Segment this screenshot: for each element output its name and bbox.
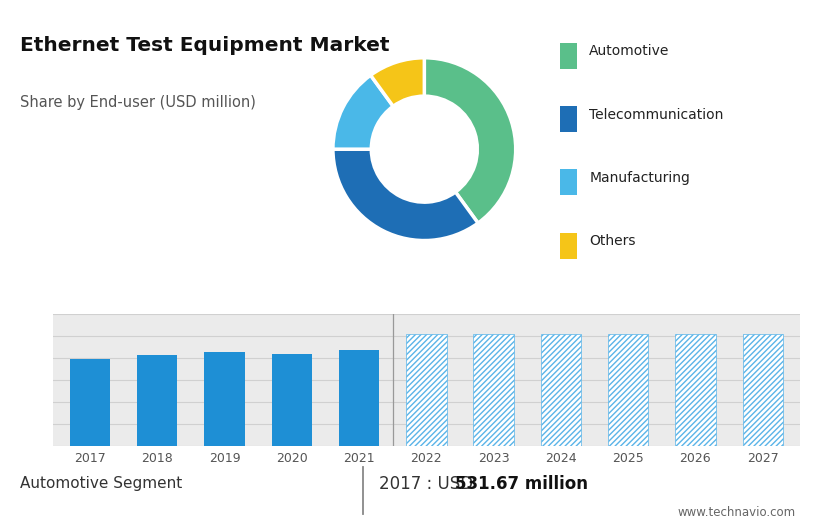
Wedge shape xyxy=(370,58,424,106)
Bar xyxy=(137,355,177,446)
Text: Ethernet Test Equipment Market: Ethernet Test Equipment Market xyxy=(20,36,390,55)
Text: Telecommunication: Telecommunication xyxy=(589,108,724,121)
Bar xyxy=(204,353,245,446)
Wedge shape xyxy=(424,58,516,223)
Bar xyxy=(339,350,379,446)
FancyBboxPatch shape xyxy=(560,169,577,195)
Text: Others: Others xyxy=(589,234,636,248)
Text: Automotive: Automotive xyxy=(589,44,669,58)
Wedge shape xyxy=(333,149,478,241)
Bar xyxy=(675,334,716,446)
Text: Share by End-user (USD million): Share by End-user (USD million) xyxy=(20,96,256,110)
FancyBboxPatch shape xyxy=(560,43,577,69)
Bar xyxy=(743,334,783,446)
FancyBboxPatch shape xyxy=(560,106,577,132)
Bar xyxy=(70,359,110,446)
Bar xyxy=(272,354,312,446)
Bar xyxy=(406,334,446,446)
Text: Manufacturing: Manufacturing xyxy=(589,171,690,185)
Text: www.technavio.com: www.technavio.com xyxy=(677,506,796,520)
Bar xyxy=(608,334,649,446)
Text: Automotive Segment: Automotive Segment xyxy=(20,476,183,492)
Text: 2017 : USD: 2017 : USD xyxy=(379,475,479,493)
Bar xyxy=(541,334,581,446)
FancyBboxPatch shape xyxy=(560,233,577,259)
Text: 531.67 million: 531.67 million xyxy=(455,475,588,493)
Wedge shape xyxy=(333,75,393,149)
Bar xyxy=(473,334,514,446)
